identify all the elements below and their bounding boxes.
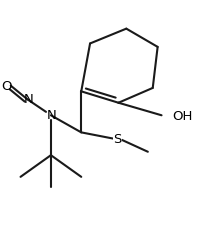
Text: OH: OH (172, 110, 193, 123)
Text: S: S (113, 132, 122, 145)
Text: N: N (24, 93, 33, 106)
Text: O: O (1, 79, 12, 92)
Text: N: N (47, 109, 57, 122)
